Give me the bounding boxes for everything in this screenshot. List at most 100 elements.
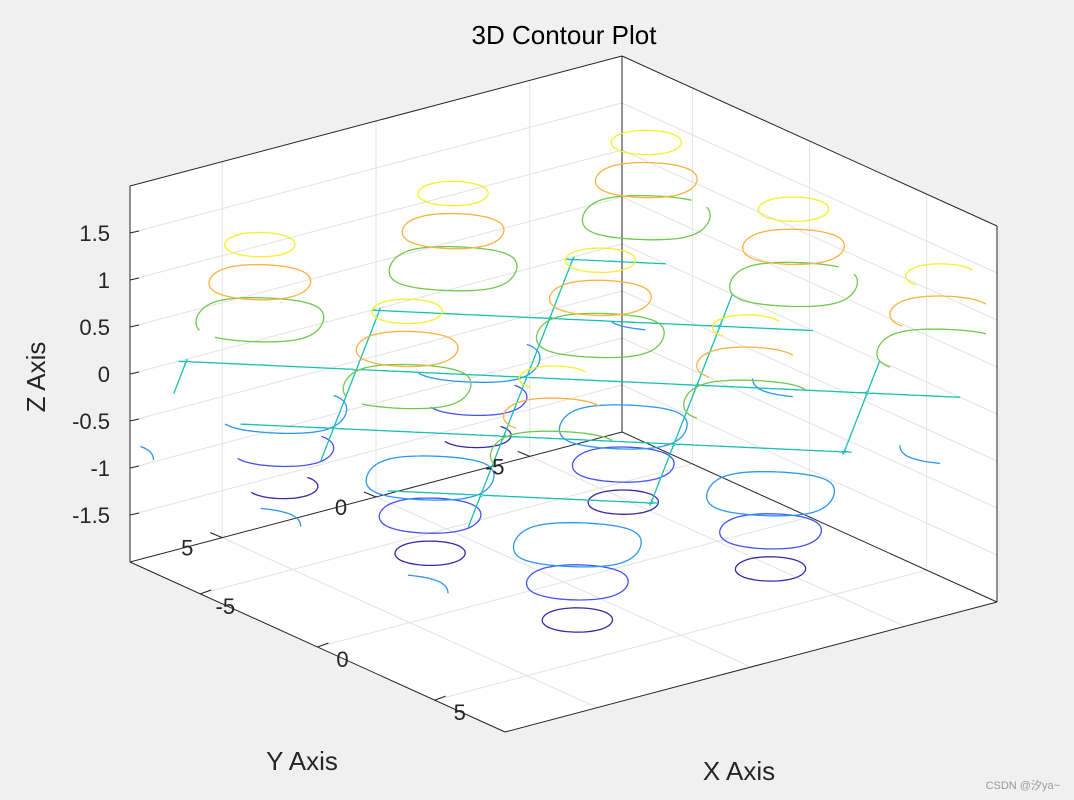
z-tick-mark [129, 277, 140, 281]
box-edge [621, 431, 998, 603]
contour-line [716, 293, 813, 332]
contour-line [905, 263, 973, 286]
axes-box [129, 55, 998, 733]
contour-line [648, 502, 659, 506]
contour-line [342, 363, 472, 410]
y-tick-label: 0 [335, 495, 347, 520]
contour-line [876, 328, 987, 368]
z-gridline-right [621, 384, 998, 556]
z-axis-label: Z Axis [21, 342, 51, 413]
contour-line [224, 394, 348, 435]
y-gridline-floor [222, 537, 598, 709]
contour-line [564, 247, 637, 274]
contour-line [541, 607, 614, 633]
contour-line [751, 378, 793, 398]
contour-line [173, 309, 381, 395]
z-gridline-left [129, 384, 623, 516]
contour-lines [140, 129, 987, 633]
z-tick-label: 1.5 [79, 221, 110, 246]
contour-line [479, 435, 676, 504]
contour-line [208, 263, 312, 301]
z-gridline-left [129, 196, 623, 328]
z-tick-mark [129, 324, 140, 328]
y-tick-mark [363, 491, 377, 498]
z-gridline-right [621, 102, 998, 274]
contour-line [581, 194, 711, 241]
contour-line [224, 231, 296, 258]
y-tick-label: -5 [485, 454, 505, 479]
z-gridline-right [621, 337, 998, 509]
contour-line [757, 196, 830, 223]
z-gridline-left [129, 290, 623, 422]
contour-line [683, 379, 806, 419]
contour-line [899, 445, 941, 465]
contour-line [371, 298, 443, 325]
contour-line [237, 435, 335, 468]
box-edge [621, 55, 998, 227]
contour-line [565, 256, 575, 261]
contour-line [524, 317, 721, 387]
contour-line [594, 161, 698, 199]
x-axis-label: X Axis [703, 756, 775, 786]
x-tick-label: 0 [336, 647, 348, 672]
contour-line [394, 540, 466, 567]
z-tick-label: 1 [98, 268, 110, 293]
axes-grid [129, 80, 998, 709]
contour-line [418, 343, 541, 383]
contour-line [841, 451, 852, 455]
y-tick-label: 5 [181, 536, 193, 561]
contour-line [587, 489, 660, 515]
contour-line [401, 212, 505, 250]
watermark-text: CSDN @汐ya~ [986, 778, 1060, 792]
z-tick-mark [129, 512, 140, 516]
contour-line [140, 445, 155, 460]
contour-line [558, 404, 688, 450]
x-tick-label: -5 [216, 594, 236, 619]
contour-line [417, 180, 489, 207]
y-gridline-floor [375, 496, 752, 668]
z-tick-mark [129, 371, 140, 375]
contour-line [734, 556, 807, 582]
z-gridline-left [129, 102, 623, 234]
contour-line [571, 446, 675, 483]
z-tick-label: -0.5 [72, 409, 110, 434]
contour-line [489, 430, 613, 465]
contour-line [502, 397, 600, 429]
x-tick-mark [317, 642, 329, 648]
y-tick-mark [517, 450, 530, 457]
contour-line [696, 346, 794, 378]
box-edge [129, 55, 623, 187]
contour-line [378, 497, 482, 534]
box-edge [504, 601, 998, 733]
contour-line [240, 423, 335, 461]
chart-title: 3D Contour Plot [472, 20, 658, 50]
contour-line [378, 258, 666, 320]
z-gridline-right [621, 196, 998, 368]
z-gridline-left [129, 243, 623, 375]
z-tick-label: 0 [98, 362, 110, 387]
contour-line [611, 321, 646, 331]
z-tick-label: -1 [90, 456, 110, 481]
contour-line [610, 129, 683, 156]
contour-line [195, 297, 325, 343]
z-gridline-right [621, 149, 998, 321]
contour-line [430, 384, 528, 417]
contour-line [728, 261, 859, 308]
contour-line [711, 314, 780, 337]
y-gridline-floor [529, 455, 905, 627]
contour-line [535, 312, 665, 359]
contour-line [512, 522, 642, 568]
z-gridline-right [621, 290, 998, 462]
contour-line [250, 476, 319, 500]
z-tick-mark [129, 465, 140, 469]
z-tick-label: -1.5 [72, 503, 110, 528]
contour-line [889, 295, 987, 327]
contour-line [671, 384, 869, 453]
y-axis-label: Y Axis [266, 746, 338, 776]
contour-line [387, 490, 483, 528]
z-gridline-right [621, 243, 998, 415]
z-tick-label: 0.5 [79, 315, 110, 340]
contour-line [388, 245, 518, 292]
contour-line [365, 455, 495, 501]
